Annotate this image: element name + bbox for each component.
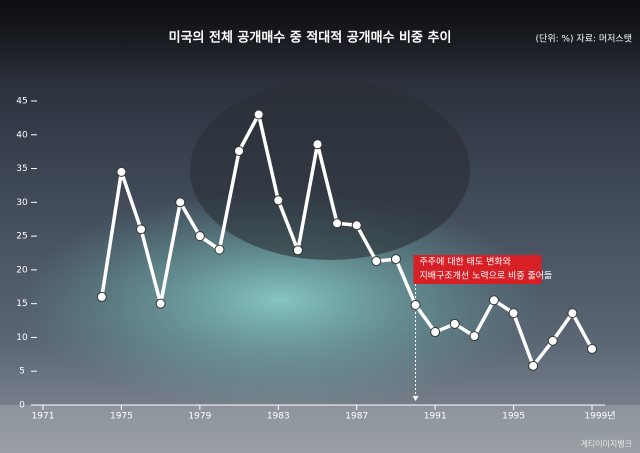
x-tick-label: 1975 [110,412,133,422]
data-point [194,231,205,242]
data-point [116,166,127,177]
data-point [390,254,401,265]
annotation-box [413,255,542,284]
x-tick-label: 1991 [424,412,447,422]
data-point [312,139,323,150]
chart-title: 미국의 전체 공개매수 중 적대적 공개매수 비중 추이 [169,30,452,46]
data-point [508,308,519,319]
data-point [96,291,107,302]
y-tick-label: 15 [16,299,27,309]
y-tick-label: 5 [19,367,25,377]
data-point [214,244,225,255]
data-point [175,197,186,208]
data-point [371,256,382,267]
annotation-text: 지배구조개선 노력으로 비중 줄어듦 [420,270,553,282]
data-point [547,335,558,346]
annotation-arrow [412,396,419,401]
data-point [351,220,362,231]
data-point [469,331,480,342]
annotation-text: 주주에 대한 태도 변화와 [420,256,511,268]
data-point [488,295,499,306]
data-point [410,300,421,311]
chart-subtitle: (단위: %) 자료: 머저스탯 [536,34,632,45]
photo-glow [20,190,540,410]
data-point [332,218,343,229]
data-point [528,360,539,371]
x-tick-label: 1999년 [584,411,615,422]
x-tick-label: 1983 [267,412,290,422]
photo-city [0,405,640,453]
image-credit: 게티이미지뱅크 [580,439,632,449]
data-point [587,343,597,354]
x-tick-label: 1987 [345,412,368,422]
y-tick-label: 40 [16,130,28,140]
title-band [0,0,640,80]
data-point [430,327,441,338]
data-point [567,308,578,319]
data-point [136,224,147,235]
x-tick-label: 1979 [188,412,211,422]
x-tick-label: 1995 [502,412,525,422]
y-tick-label: 30 [16,198,28,208]
photo-hands [190,80,470,260]
x-tick-label: 1971 [32,412,55,422]
data-point [155,298,166,309]
y-tick-label: 20 [16,265,28,275]
data-point [273,195,284,206]
y-tick-label: 25 [16,232,27,242]
y-tick-label: 45 [16,97,27,107]
y-tick-label: 0 [19,401,25,411]
plot-area: 0 5 10 15 20 25 30 35 40 45 1971 1975 1979 1983 1987 19… [16,97,615,422]
y-tick-label: 35 [16,164,27,174]
data-point [253,109,264,120]
data-point [292,245,303,256]
data-point [234,145,245,156]
y-tick-label: 10 [16,333,28,343]
data-point [449,318,460,329]
